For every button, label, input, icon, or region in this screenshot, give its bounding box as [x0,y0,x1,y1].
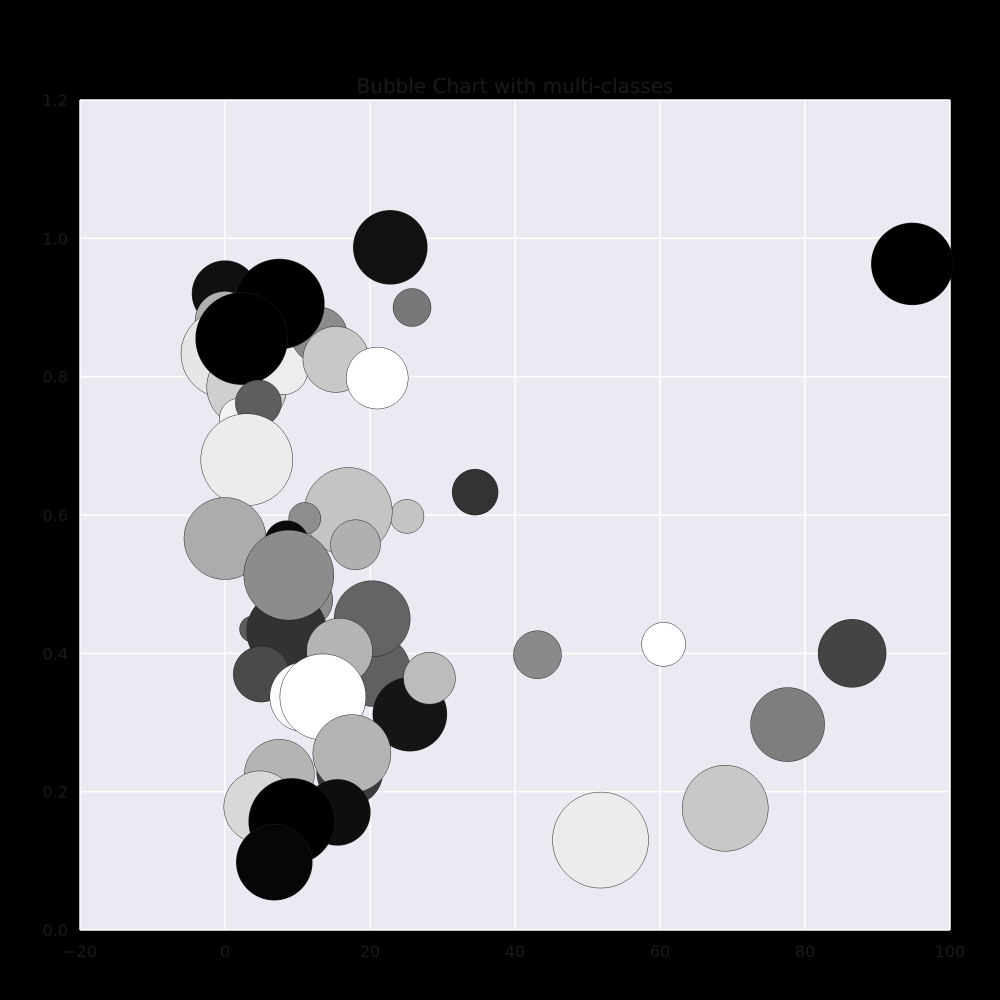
y-tick-label: 0.8 [43,368,68,387]
bubble [513,630,562,679]
bubble [346,346,409,410]
y-tick-label: 0.4 [43,644,68,663]
bubbles [180,210,954,901]
x-tick-label: −20 [63,942,97,961]
bubble [641,622,686,667]
bubble [403,651,456,705]
bubble [750,687,825,762]
bubble [392,288,432,327]
x-tick-label: 0 [220,942,230,961]
bubble [312,714,392,793]
bubble [451,468,499,516]
bubble [682,765,769,852]
bubble [195,292,288,385]
x-tick-label: 40 [505,942,525,961]
y-tick-labels: 0.0 0.2 0.4 0.6 0.8 1.0 1.2 [43,91,68,940]
x-tick-label: 80 [795,942,815,961]
bubble [817,619,887,688]
bubble [200,413,293,506]
bubble [389,499,425,534]
y-tick-label: 1.0 [43,229,68,248]
bubble [236,823,313,901]
y-tick-label: 0.2 [43,783,68,802]
bubble [552,791,649,889]
bubble [353,210,428,285]
bubble [330,519,381,570]
x-tick-label: 20 [360,942,380,961]
x-tick-labels: −20 0 20 40 60 80 100 [63,942,965,961]
y-tick-label: 0.0 [43,921,68,940]
x-tick-label: 60 [650,942,670,961]
y-tick-label: 0.6 [43,506,68,525]
x-tick-label: 100 [935,942,966,961]
bubble [243,529,335,621]
y-tick-label: 1.2 [43,91,68,110]
bubble [871,222,954,306]
chart-title: Bubble Chart with multi-classes [357,74,674,98]
